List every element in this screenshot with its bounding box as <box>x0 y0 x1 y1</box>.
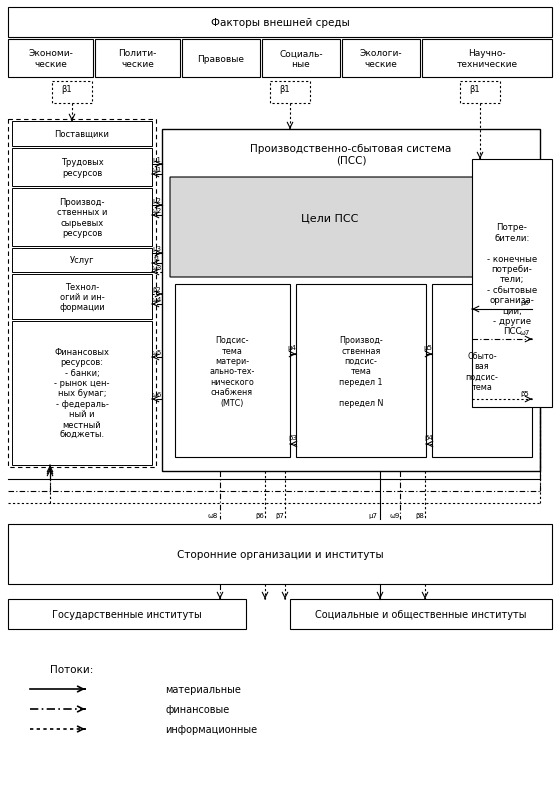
Text: Социаль-
ные: Социаль- ные <box>279 49 323 69</box>
Text: ω3: ω3 <box>152 264 162 271</box>
Text: μ3: μ3 <box>152 246 161 251</box>
Text: Технол-
огий и ин-
формации: Технол- огий и ин- формации <box>59 282 105 312</box>
Text: β5: β5 <box>521 391 529 397</box>
Text: Полити-
ческие: Полити- ческие <box>118 49 157 69</box>
Bar <box>182 40 260 78</box>
Text: μ1: μ1 <box>152 157 161 163</box>
Text: Поставщики: Поставщики <box>54 130 109 139</box>
Text: ω9: ω9 <box>390 513 400 518</box>
Bar <box>432 285 532 457</box>
Bar <box>262 40 340 78</box>
Text: материальные: материальные <box>165 684 241 694</box>
Text: μ5: μ5 <box>423 345 432 350</box>
Bar <box>175 285 290 457</box>
Text: Производ-
ственная
подсис-
тема
передел 1

передел N: Производ- ственная подсис- тема передел … <box>339 336 383 407</box>
Text: финансовые: финансовые <box>165 704 229 714</box>
Text: μ2: μ2 <box>152 198 161 204</box>
Text: Производ-
ственных и
сырьевых
ресурсов: Производ- ственных и сырьевых ресурсов <box>57 198 107 238</box>
Polygon shape <box>170 178 530 277</box>
Bar <box>472 160 552 407</box>
Text: β3: β3 <box>288 435 297 440</box>
Bar <box>12 249 152 272</box>
Bar <box>12 122 152 147</box>
Bar <box>270 82 310 104</box>
Bar <box>290 599 552 629</box>
Text: ω4: ω4 <box>152 297 162 303</box>
Text: β1: β1 <box>279 84 290 93</box>
Text: информационные: информационные <box>165 724 257 734</box>
Text: Подсис-
тема
матери-
ально-тех-
нического
снабженя
(МТС): Подсис- тема матери- ально-тех- ническог… <box>209 336 255 407</box>
Text: Социальные и общественные институты: Социальные и общественные институты <box>315 609 527 620</box>
Text: Государственные институты: Государственные институты <box>52 609 202 620</box>
Bar <box>12 189 152 247</box>
Text: Сторонние организации и институты: Сторонние организации и институты <box>177 549 383 560</box>
Text: ω2: ω2 <box>152 208 162 214</box>
Text: μ4: μ4 <box>288 345 296 350</box>
Bar <box>8 525 552 584</box>
Text: β1: β1 <box>470 84 480 93</box>
Text: Услуг: Услуг <box>70 256 94 265</box>
Text: β8: β8 <box>416 513 424 518</box>
Bar <box>342 40 420 78</box>
Text: Правовые: Правовые <box>198 54 245 63</box>
Bar <box>12 322 152 466</box>
Text: Трудовых
ресурсов: Трудовых ресурсов <box>60 158 104 178</box>
Text: ω1: ω1 <box>152 167 162 173</box>
Bar <box>8 120 156 467</box>
Text: ω7: ω7 <box>520 329 530 336</box>
Text: Производственно-сбытовая система
(ПСС): Производственно-сбытовая система (ПСС) <box>250 144 451 165</box>
Bar <box>460 82 500 104</box>
Text: Сбыто-
вая
подсис-
тема: Сбыто- вая подсис- тема <box>465 351 498 392</box>
Text: Экономи-
ческие: Экономи- ческие <box>28 49 73 69</box>
Text: ω5: ω5 <box>152 350 162 355</box>
Bar <box>52 82 92 104</box>
Text: Потоки:: Потоки: <box>50 664 94 674</box>
Text: Экологи-
ческие: Экологи- ческие <box>360 49 402 69</box>
Text: ω8: ω8 <box>208 513 218 518</box>
Text: Факторы внешней среды: Факторы внешней среды <box>211 18 349 28</box>
Bar <box>162 130 540 471</box>
Text: μ7: μ7 <box>368 513 377 518</box>
Bar <box>8 8 552 38</box>
Text: f1: f1 <box>153 255 161 262</box>
Text: Потре-
бители:

- конечные
потреби-
тели;
- сбытовые
организа-
ции;
- другие
ПСС: Потре- бители: - конечные потреби- тели;… <box>487 223 537 336</box>
Bar <box>95 40 180 78</box>
Bar <box>8 599 246 629</box>
Text: Научно-
технические: Научно- технические <box>456 49 517 69</box>
Bar <box>12 148 152 187</box>
Text: Финансовых
ресурсов:
- банки;
- рынок цен-
ных бумаг;
- федераль-
ный и
местный
: Финансовых ресурсов: - банки; - рынок це… <box>54 347 110 440</box>
Bar <box>12 275 152 320</box>
Bar <box>422 40 552 78</box>
Text: β1: β1 <box>62 84 72 93</box>
Bar <box>296 285 426 457</box>
Text: ω6: ω6 <box>152 392 162 397</box>
Text: β6: β6 <box>255 513 264 518</box>
Text: Цели ПСС: Цели ПСС <box>301 212 359 223</box>
Bar <box>8 40 93 78</box>
Text: β2: β2 <box>153 286 161 293</box>
Text: β7: β7 <box>276 513 284 518</box>
Text: β4: β4 <box>424 435 433 440</box>
Text: μ6: μ6 <box>520 299 530 306</box>
